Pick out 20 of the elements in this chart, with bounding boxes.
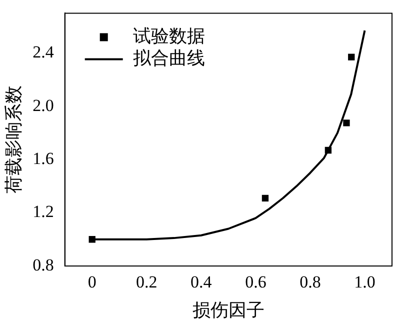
y-tick-label: 1.6 xyxy=(32,149,54,168)
y-tick-label: 1.2 xyxy=(32,202,54,222)
point xyxy=(324,146,332,154)
legend-label: 拟合曲线 xyxy=(132,48,205,68)
y-tick-label: 0.8 xyxy=(32,255,54,274)
point xyxy=(88,236,96,243)
x-tick-label: 0.8 xyxy=(300,272,321,292)
x-tick-label: 0.6 xyxy=(245,272,266,292)
legend-label: 试验数据 xyxy=(132,26,205,46)
x-tick-label: 1.0 xyxy=(354,272,376,292)
point xyxy=(348,54,355,60)
x-axis-title: 损伤因子 xyxy=(192,300,264,320)
x-tick-label: 0 xyxy=(88,272,96,292)
y-tick-label: 2.0 xyxy=(32,96,54,115)
point xyxy=(262,194,269,202)
x-tick-label: 0.4 xyxy=(190,272,212,292)
y-axis-title: 荷载影响系数 xyxy=(4,86,24,194)
point xyxy=(343,120,350,126)
x-tick-label: 0.2 xyxy=(136,272,158,292)
y-tick-label: 2.4 xyxy=(32,42,54,62)
